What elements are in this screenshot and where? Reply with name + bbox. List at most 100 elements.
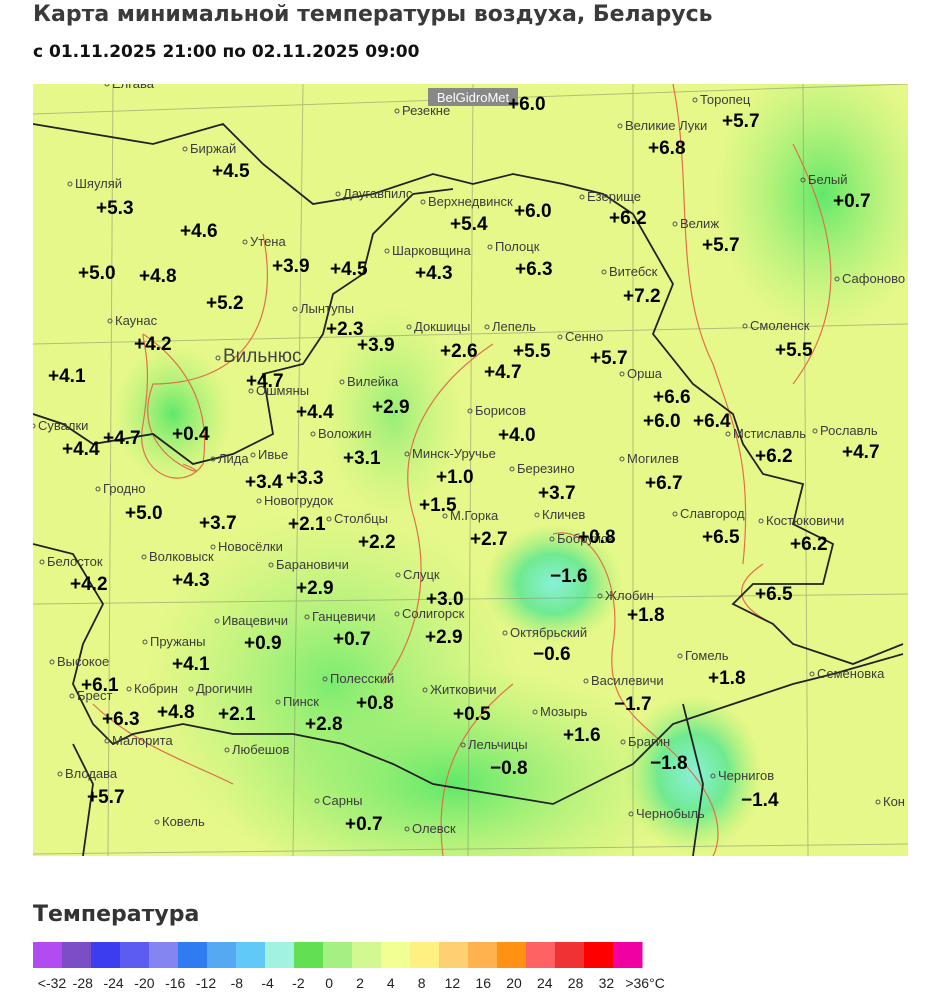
legend-label: >36 bbox=[625, 975, 649, 991]
city-label: Жлобин bbox=[605, 588, 654, 603]
map-background bbox=[33, 84, 908, 856]
city-dot bbox=[104, 738, 110, 744]
legend-swatch bbox=[555, 942, 585, 968]
temperature-label: +0.5 bbox=[453, 704, 491, 725]
city-label: Езерище bbox=[587, 189, 641, 204]
temperature-label: +4.5 bbox=[330, 259, 368, 280]
city-label: Пружаны bbox=[150, 634, 206, 649]
city-dot bbox=[809, 671, 815, 677]
temperature-label: +3.1 bbox=[343, 448, 381, 469]
city-dot bbox=[725, 431, 731, 437]
city-dot bbox=[104, 84, 110, 87]
city-label: Верхнедвинск bbox=[428, 194, 513, 209]
city-dot bbox=[339, 379, 345, 385]
temperature-label: −1.4 bbox=[741, 790, 779, 811]
temperature-label: +4.1 bbox=[172, 654, 210, 675]
city-label: Слуцк bbox=[403, 567, 440, 582]
temperature-label: +4.6 bbox=[180, 221, 218, 242]
temperature-label: +5.0 bbox=[78, 263, 116, 284]
city-label: Пинск bbox=[283, 694, 319, 709]
city-label: Гомель bbox=[685, 648, 729, 663]
temperature-label: −1.6 bbox=[550, 566, 588, 587]
temperature-label: −1.8 bbox=[650, 753, 688, 774]
city-dot bbox=[322, 676, 328, 682]
city-label: Бобруйск bbox=[557, 531, 614, 546]
temperature-label: +3.7 bbox=[199, 513, 237, 534]
watermark-box bbox=[428, 88, 518, 106]
city-dot bbox=[710, 773, 716, 779]
legend-label: -28 bbox=[73, 975, 93, 991]
temperature-label: +2.9 bbox=[425, 627, 463, 648]
city-dot bbox=[601, 269, 607, 275]
city-label: Новогрудок bbox=[264, 493, 333, 508]
city-label: Воложин bbox=[318, 426, 372, 441]
temperature-label: +2.2 bbox=[358, 532, 396, 553]
temperature-label: +6.6 bbox=[653, 387, 691, 408]
city-dot bbox=[422, 687, 428, 693]
temperature-label: +6.8 bbox=[648, 138, 686, 159]
temperature-label: +6.3 bbox=[515, 259, 553, 280]
city-label: Даугавпилс bbox=[343, 186, 413, 201]
temperature-label: +3.9 bbox=[357, 335, 395, 356]
temperature-label: +5.3 bbox=[96, 198, 134, 219]
city-label: Чернобыль bbox=[636, 806, 705, 821]
city-dot bbox=[384, 248, 390, 254]
map: BelGidroMet Елгава Резекне Торопец Великие … bbox=[33, 84, 908, 856]
temperature-label: +5.0 bbox=[125, 503, 163, 524]
city-label: Чернигов bbox=[718, 768, 774, 783]
city-dot bbox=[579, 194, 585, 200]
temperature-label: +1.8 bbox=[708, 668, 746, 689]
city-dot bbox=[597, 593, 603, 599]
city-dot bbox=[532, 709, 538, 715]
temperature-label: +4.5 bbox=[212, 161, 250, 182]
temperature-label: +1.6 bbox=[563, 725, 601, 746]
temperature-label: +6.2 bbox=[609, 208, 647, 229]
legend-swatch bbox=[439, 942, 469, 968]
city-label: Лепель bbox=[492, 319, 536, 334]
city-dot bbox=[256, 498, 262, 504]
city-dot bbox=[292, 306, 298, 312]
city-dot bbox=[126, 686, 132, 692]
temperature-label: +6.5 bbox=[755, 584, 793, 605]
city-dot bbox=[275, 699, 281, 705]
temperature-label: −0.8 bbox=[490, 758, 528, 779]
city-dot bbox=[141, 554, 147, 560]
city-label: Орша bbox=[627, 366, 663, 381]
legend-swatch bbox=[149, 942, 179, 968]
city-dot bbox=[242, 239, 248, 245]
temperature-label: +0.7 bbox=[333, 629, 371, 650]
city-dot bbox=[188, 686, 194, 692]
subtitle: с 01.11.2025 21:00 по 02.11.2025 09:00 bbox=[33, 42, 420, 62]
legend-label: 2 bbox=[356, 975, 364, 991]
legend-label: 32 bbox=[599, 975, 615, 991]
temperature-label: +3.7 bbox=[538, 483, 576, 504]
city-label: Велиж bbox=[680, 216, 719, 231]
city-dot bbox=[394, 108, 400, 114]
legend-swatch bbox=[497, 942, 527, 968]
city-label: Торопец bbox=[700, 92, 751, 107]
temperature-label: +4.1 bbox=[48, 366, 86, 387]
city-dot bbox=[557, 334, 563, 340]
legend-swatch bbox=[207, 942, 237, 968]
temperature-label: +5.7 bbox=[722, 111, 760, 132]
temperature-label: +2.1 bbox=[218, 704, 256, 725]
city-dot bbox=[619, 371, 625, 377]
temperature-label: +2.9 bbox=[296, 578, 334, 599]
city-dot bbox=[406, 324, 412, 330]
legend-swatch bbox=[410, 942, 440, 968]
city-label: Биржай bbox=[190, 141, 236, 156]
legend-swatch bbox=[613, 942, 643, 968]
city-dot bbox=[250, 452, 256, 458]
city-label: Докшицы bbox=[414, 319, 470, 334]
city-label: Мстиславль bbox=[733, 426, 806, 441]
city-dot bbox=[107, 318, 113, 324]
city-dot bbox=[268, 562, 274, 568]
city-label: Могилев bbox=[627, 451, 679, 466]
city-dot bbox=[57, 771, 63, 777]
temperature-label: +4.7 bbox=[103, 428, 141, 449]
legend-label: 12 bbox=[445, 975, 461, 991]
legend-label: -4 bbox=[261, 975, 274, 991]
temperature-label: +6.1 bbox=[81, 675, 119, 696]
temperature-label: +4.4 bbox=[62, 439, 100, 460]
temperature-label: +2.6 bbox=[440, 341, 478, 362]
